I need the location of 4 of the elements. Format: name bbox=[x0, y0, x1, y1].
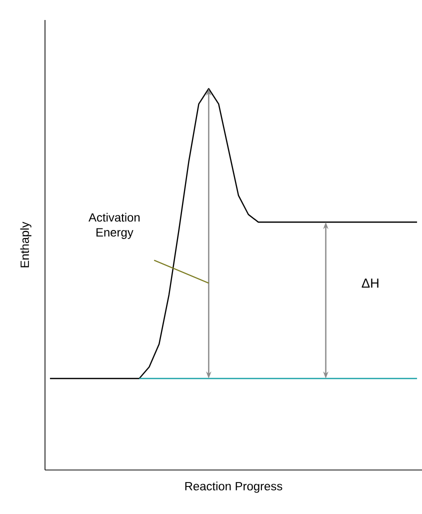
annotation: ΔH bbox=[362, 278, 378, 288]
x-axis-title: Reaction Progress bbox=[185, 482, 282, 493]
y-axis-title: Enthaply bbox=[20, 222, 32, 268]
annotation: Activation Energy bbox=[88, 212, 140, 239]
